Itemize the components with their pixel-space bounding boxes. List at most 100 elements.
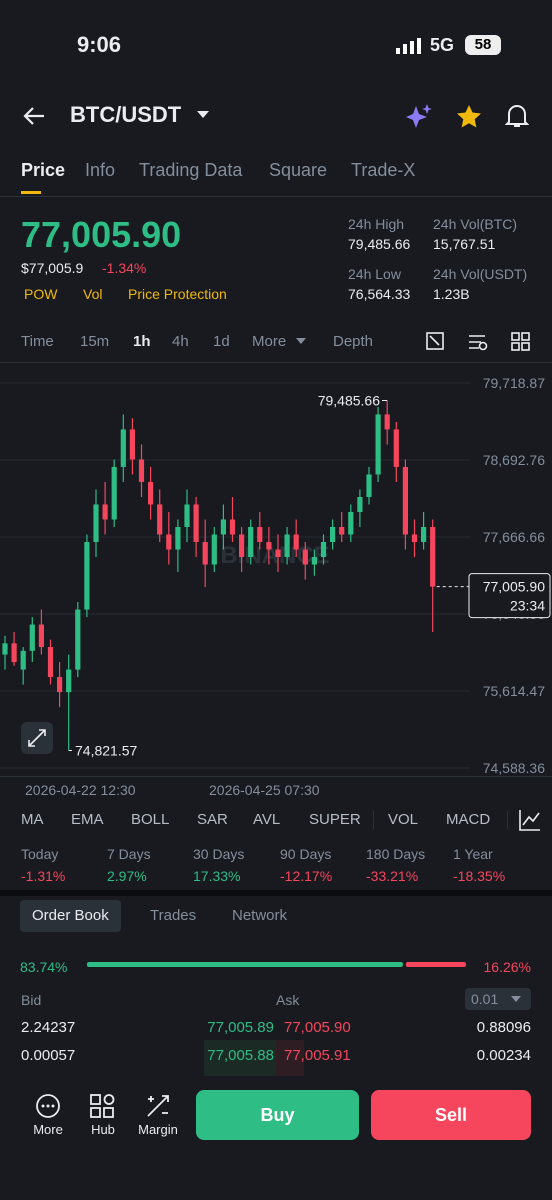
interval[interactable]: More xyxy=(252,333,287,350)
orderbook-tab[interactable]: Order Book xyxy=(20,900,121,932)
last-price-box xyxy=(468,573,551,619)
divider xyxy=(0,196,552,197)
tab[interactable]: Info xyxy=(85,160,116,180)
alert-bell[interactable] xyxy=(505,103,529,129)
sell-button[interactable]: Sell xyxy=(371,1090,531,1140)
last-price: 77,005.90 xyxy=(21,214,182,255)
indicator[interactable]: AVL xyxy=(253,811,281,828)
perf-label: Today xyxy=(21,846,59,862)
nav-label[interactable]: Margin xyxy=(138,1122,178,1137)
pair-dropdown[interactable] xyxy=(196,110,210,120)
interval[interactable]: 15m xyxy=(80,333,110,350)
y-tick-label: 79,718.87 xyxy=(483,375,545,391)
nav-label[interactable]: More xyxy=(33,1122,63,1137)
price-tag: Price Protection xyxy=(128,286,227,302)
x-tick-label: 2026-04-25 07:30 xyxy=(209,782,320,798)
candle-body xyxy=(330,526,336,543)
tab-underline xyxy=(21,191,41,194)
tab[interactable]: Trading Data xyxy=(139,160,243,180)
low-label: 74,821.57 xyxy=(75,742,137,758)
candle-body xyxy=(302,549,308,565)
ask-header: Ask xyxy=(276,992,300,1008)
interval[interactable]: 4h xyxy=(172,333,189,350)
indicator-divider xyxy=(507,811,508,829)
back-button[interactable] xyxy=(22,104,46,128)
candle-body xyxy=(57,677,63,693)
candle-body xyxy=(202,542,208,565)
fullscreen-icon[interactable] xyxy=(426,332,444,350)
candle-body xyxy=(102,504,108,520)
tab[interactable]: Price xyxy=(21,160,66,180)
candle-body xyxy=(348,511,354,535)
candle-body xyxy=(430,526,436,587)
layout-icon[interactable] xyxy=(511,332,530,351)
margin-icon[interactable] xyxy=(147,1095,169,1117)
candle-body xyxy=(120,429,126,467)
more-dropdown[interactable] xyxy=(296,338,306,346)
precision-select[interactable]: 0.01 xyxy=(465,988,531,1010)
indicator[interactable]: MACD xyxy=(446,811,491,828)
indicator[interactable]: VOL xyxy=(388,811,419,828)
price-tag: POW xyxy=(24,286,58,302)
indicator[interactable]: SUPER xyxy=(309,811,361,828)
indicator[interactable]: MA xyxy=(21,811,44,828)
candle-body xyxy=(393,429,399,467)
orderbook-tab[interactable]: Trades xyxy=(150,907,197,924)
countdown: 23:34 xyxy=(510,598,545,614)
stat-label: 24h Low xyxy=(348,266,401,282)
candle-body xyxy=(229,519,236,535)
status-time: 9:06 xyxy=(77,32,122,57)
orderbook-tab[interactable]: Network xyxy=(232,907,288,924)
stat-value: 15,767.51 xyxy=(433,236,496,252)
bid-header: Bid xyxy=(21,992,42,1008)
interval[interactable]: 1d xyxy=(213,333,230,350)
candle-body xyxy=(284,534,290,558)
divider xyxy=(0,776,552,777)
interval[interactable]: Depth xyxy=(333,333,374,350)
status-battery: 58 xyxy=(465,35,501,55)
interval[interactable]: 1h xyxy=(133,333,151,350)
candle-body xyxy=(138,459,145,482)
indicator[interactable]: SAR xyxy=(197,811,228,828)
candle-body xyxy=(266,542,272,550)
favorite-star[interactable] xyxy=(456,104,482,128)
ai-icon[interactable] xyxy=(406,104,434,130)
y-tick-label: 75,614.47 xyxy=(483,683,545,699)
settings-icon[interactable] xyxy=(469,335,488,351)
tab[interactable]: Square xyxy=(269,160,328,180)
perf-label: 7 Days xyxy=(107,846,151,862)
candle-body xyxy=(320,542,327,558)
more-icon[interactable] xyxy=(36,1094,60,1118)
nav-label[interactable]: Hub xyxy=(91,1122,115,1137)
interval[interactable]: Time xyxy=(21,333,54,350)
tab[interactable]: Trade-X xyxy=(351,160,416,180)
ask-amount: 0.00234 xyxy=(476,1047,531,1064)
indicator-settings[interactable] xyxy=(518,808,542,832)
pair-title[interactable]: BTC/USDT xyxy=(70,102,182,127)
ask-price: 77,005.90 xyxy=(284,1019,351,1036)
candle-body xyxy=(84,542,90,610)
candle-body xyxy=(402,466,408,535)
perf-value: -12.17% xyxy=(280,868,333,884)
hub-icon[interactable] xyxy=(90,1094,115,1118)
candle-body xyxy=(220,519,226,535)
candle-body xyxy=(411,534,418,543)
candle-body xyxy=(129,429,135,460)
chart-tools xyxy=(426,332,530,351)
candle-body xyxy=(357,496,363,512)
signal-icon xyxy=(396,38,421,54)
candle-body xyxy=(166,534,172,550)
y-tick-label: 77,666.66 xyxy=(483,529,545,545)
ask-depth-shade xyxy=(276,1040,304,1080)
candle-body xyxy=(93,504,99,543)
candle-body xyxy=(20,650,26,670)
candle-body xyxy=(421,526,427,543)
candle-body xyxy=(184,504,190,527)
perf-value: -33.21% xyxy=(366,868,419,884)
y-tick-label: 74,588.36 xyxy=(483,760,545,776)
buy-button[interactable]: Buy xyxy=(196,1090,359,1140)
x-tick-label: 2026-04-22 12:30 xyxy=(25,782,136,798)
indicator[interactable]: BOLL xyxy=(131,811,170,828)
indicator[interactable]: EMA xyxy=(71,811,104,828)
